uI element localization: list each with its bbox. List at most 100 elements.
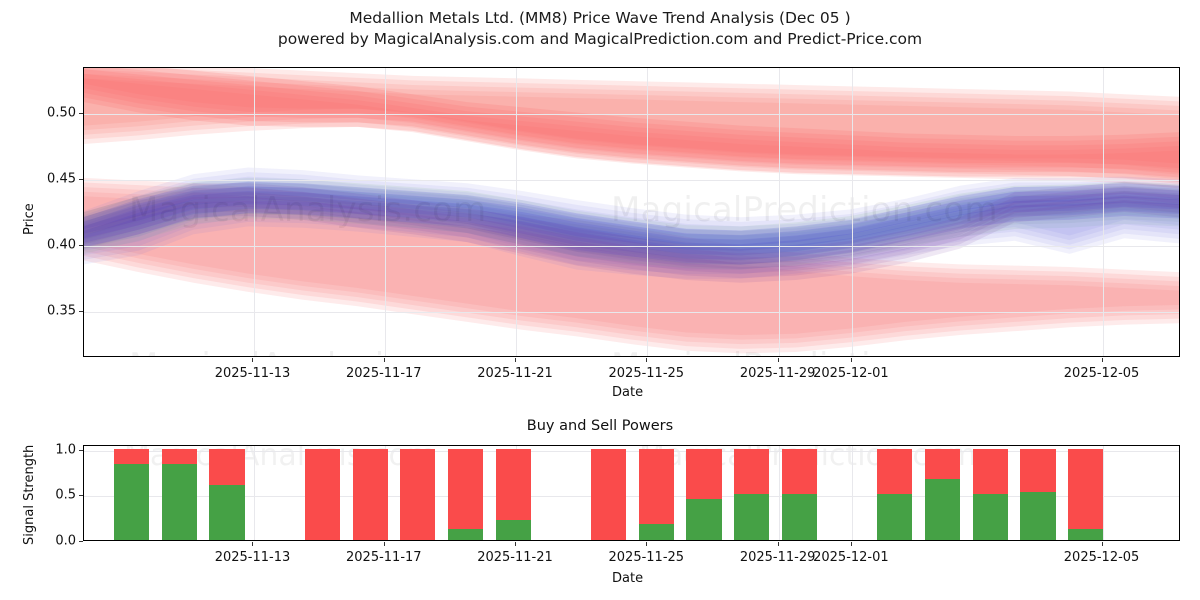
buy-power-segment: [161, 464, 197, 540]
signal-bar[interactable]: [447, 448, 484, 540]
price-xtick-label: 2025-11-25: [608, 366, 685, 381]
price-ytick-label: 0.35: [47, 303, 76, 319]
price-band-blue-core-high: [84, 195, 1179, 260]
signal-bar[interactable]: [686, 448, 722, 540]
bars-xtick-mark: [252, 542, 254, 546]
signal-bar[interactable]: [591, 448, 627, 540]
signal-bar[interactable]: [638, 448, 674, 540]
bars-ytick-label: 0.0: [55, 533, 76, 549]
sell-power-segment: [495, 448, 531, 520]
price-band-lower-red-high: [84, 182, 1179, 340]
price-yaxis-label: Price: [22, 203, 37, 235]
buy-power-segment: [686, 498, 722, 540]
price-plot-area: MagicalAnalysis.com MagicalPrediction.co…: [83, 67, 1180, 357]
price-xtick-label: 2025-11-21: [477, 366, 553, 381]
price-xtick-mark: [646, 358, 648, 362]
sell-power-segment: [781, 448, 818, 495]
price-xaxis-label: Date: [612, 385, 644, 400]
signal-bar[interactable]: [114, 448, 150, 540]
price-band-lower-red-high: [84, 177, 1179, 336]
price-band-green-band-high: [84, 187, 1179, 261]
price-xtick-mark: [514, 358, 516, 362]
buy-power-segment: [972, 494, 1008, 540]
price-band-upper-red-outer-high: [84, 73, 1179, 184]
sell-power-segment: [1068, 448, 1104, 530]
signal-bar[interactable]: [495, 448, 531, 540]
price-gridline-v: [778, 68, 780, 356]
bars-xtick-mark: [383, 542, 385, 546]
signal-bar[interactable]: [209, 448, 245, 540]
price-band-blue-outer-high: [84, 172, 1179, 266]
price-band-purple-band-high: [84, 191, 1179, 274]
price-band-green-band-high: [84, 182, 1179, 256]
price-xtick-label: 2025-12-05: [1063, 366, 1140, 381]
bars-xtick-label: 2025-12-05: [1063, 550, 1140, 565]
price-band-green-band-high: [84, 191, 1179, 266]
price-band-purple-band-high: [84, 195, 1179, 279]
signal-bar[interactable]: [877, 448, 913, 540]
price-band-upper-red-core-high: [84, 78, 1179, 182]
price-xtick-mark: [850, 358, 852, 362]
price-gridline-v: [647, 68, 649, 356]
price-gridline-v: [851, 68, 853, 356]
signal-bar[interactable]: [734, 448, 770, 540]
price-band-upper-red-outer-high: [84, 68, 1179, 175]
bars-xaxis-label: Date: [612, 571, 644, 586]
sell-power-segment: [924, 448, 961, 479]
price-gridline-h: [84, 114, 1179, 116]
bars-xtick-label: 2025-11-21: [477, 550, 553, 565]
price-gridline-v: [1102, 68, 1104, 356]
price-ytick-mark: [79, 244, 83, 246]
signal-bar[interactable]: [304, 448, 341, 540]
bars-xtick-mark: [850, 542, 852, 546]
signal-bar[interactable]: [352, 448, 388, 540]
bars-ytick-mark: [79, 541, 83, 542]
bars-ytick-label: 0.5: [55, 487, 76, 503]
buy-power-segment: [495, 519, 531, 540]
bars-xtick-label: 2025-12-01: [813, 550, 889, 565]
price-gridline-h: [84, 246, 1179, 247]
price-ytick-label: 0.45: [47, 171, 76, 187]
bars-xtick-mark: [777, 542, 779, 546]
price-xtick-mark: [1101, 358, 1103, 362]
bars-ytick-label: 1.0: [55, 442, 76, 458]
price-ytick-label: 0.50: [47, 105, 76, 121]
price-band-purple-band-high: [84, 186, 1179, 269]
signal-bar[interactable]: [972, 448, 1008, 540]
bars-gridline-h: [84, 450, 1179, 452]
signal-bar[interactable]: [781, 448, 818, 540]
price-band-green-band-high: [84, 177, 1179, 252]
price-band-blue-outer-high: [84, 167, 1179, 261]
price-gridline-h: [84, 180, 1179, 181]
signal-bar[interactable]: [1068, 448, 1104, 540]
signal-bar[interactable]: [924, 448, 961, 540]
price-band-blue-core-high: [84, 200, 1179, 265]
price-band-upper-red-outer-high: [84, 68, 1179, 171]
signal-bar[interactable]: [400, 448, 436, 540]
price-gridline-v: [516, 68, 517, 356]
price-ytick-mark: [79, 113, 83, 115]
price-xtick-mark: [383, 358, 385, 362]
price-xtick-mark: [777, 358, 779, 362]
sell-power-segment: [209, 448, 245, 486]
page-title: Medallion Metals Ltd. (MM8) Price Wave T…: [349, 9, 851, 27]
bars-xtick-label: 2025-11-13: [214, 550, 291, 565]
page-subtitle: powered by MagicalAnalysis.com and Magic…: [277, 30, 923, 48]
bars-ytick-mark: [79, 495, 83, 497]
sell-power-segment: [114, 448, 150, 465]
sell-power-segment: [161, 448, 197, 465]
bars-xtick-mark: [646, 542, 648, 546]
price-xtick-label: 2025-11-13: [214, 366, 291, 381]
sell-power-segment: [304, 448, 341, 540]
price-xtick-label: 2025-12-01: [813, 366, 889, 381]
buy-power-segment: [638, 524, 674, 540]
signal-bar[interactable]: [1020, 448, 1056, 540]
price-band-blue-outer-high: [84, 181, 1179, 275]
signal-bar[interactable]: [161, 448, 197, 540]
sell-power-segment: [686, 448, 722, 499]
price-xtick-label: 2025-11-17: [346, 366, 422, 381]
buy-power-segment: [114, 464, 150, 540]
buy-power-segment: [924, 478, 961, 540]
price-band-upper-red-core-high: [84, 68, 1179, 164]
price-gridline-h: [84, 311, 1179, 313]
